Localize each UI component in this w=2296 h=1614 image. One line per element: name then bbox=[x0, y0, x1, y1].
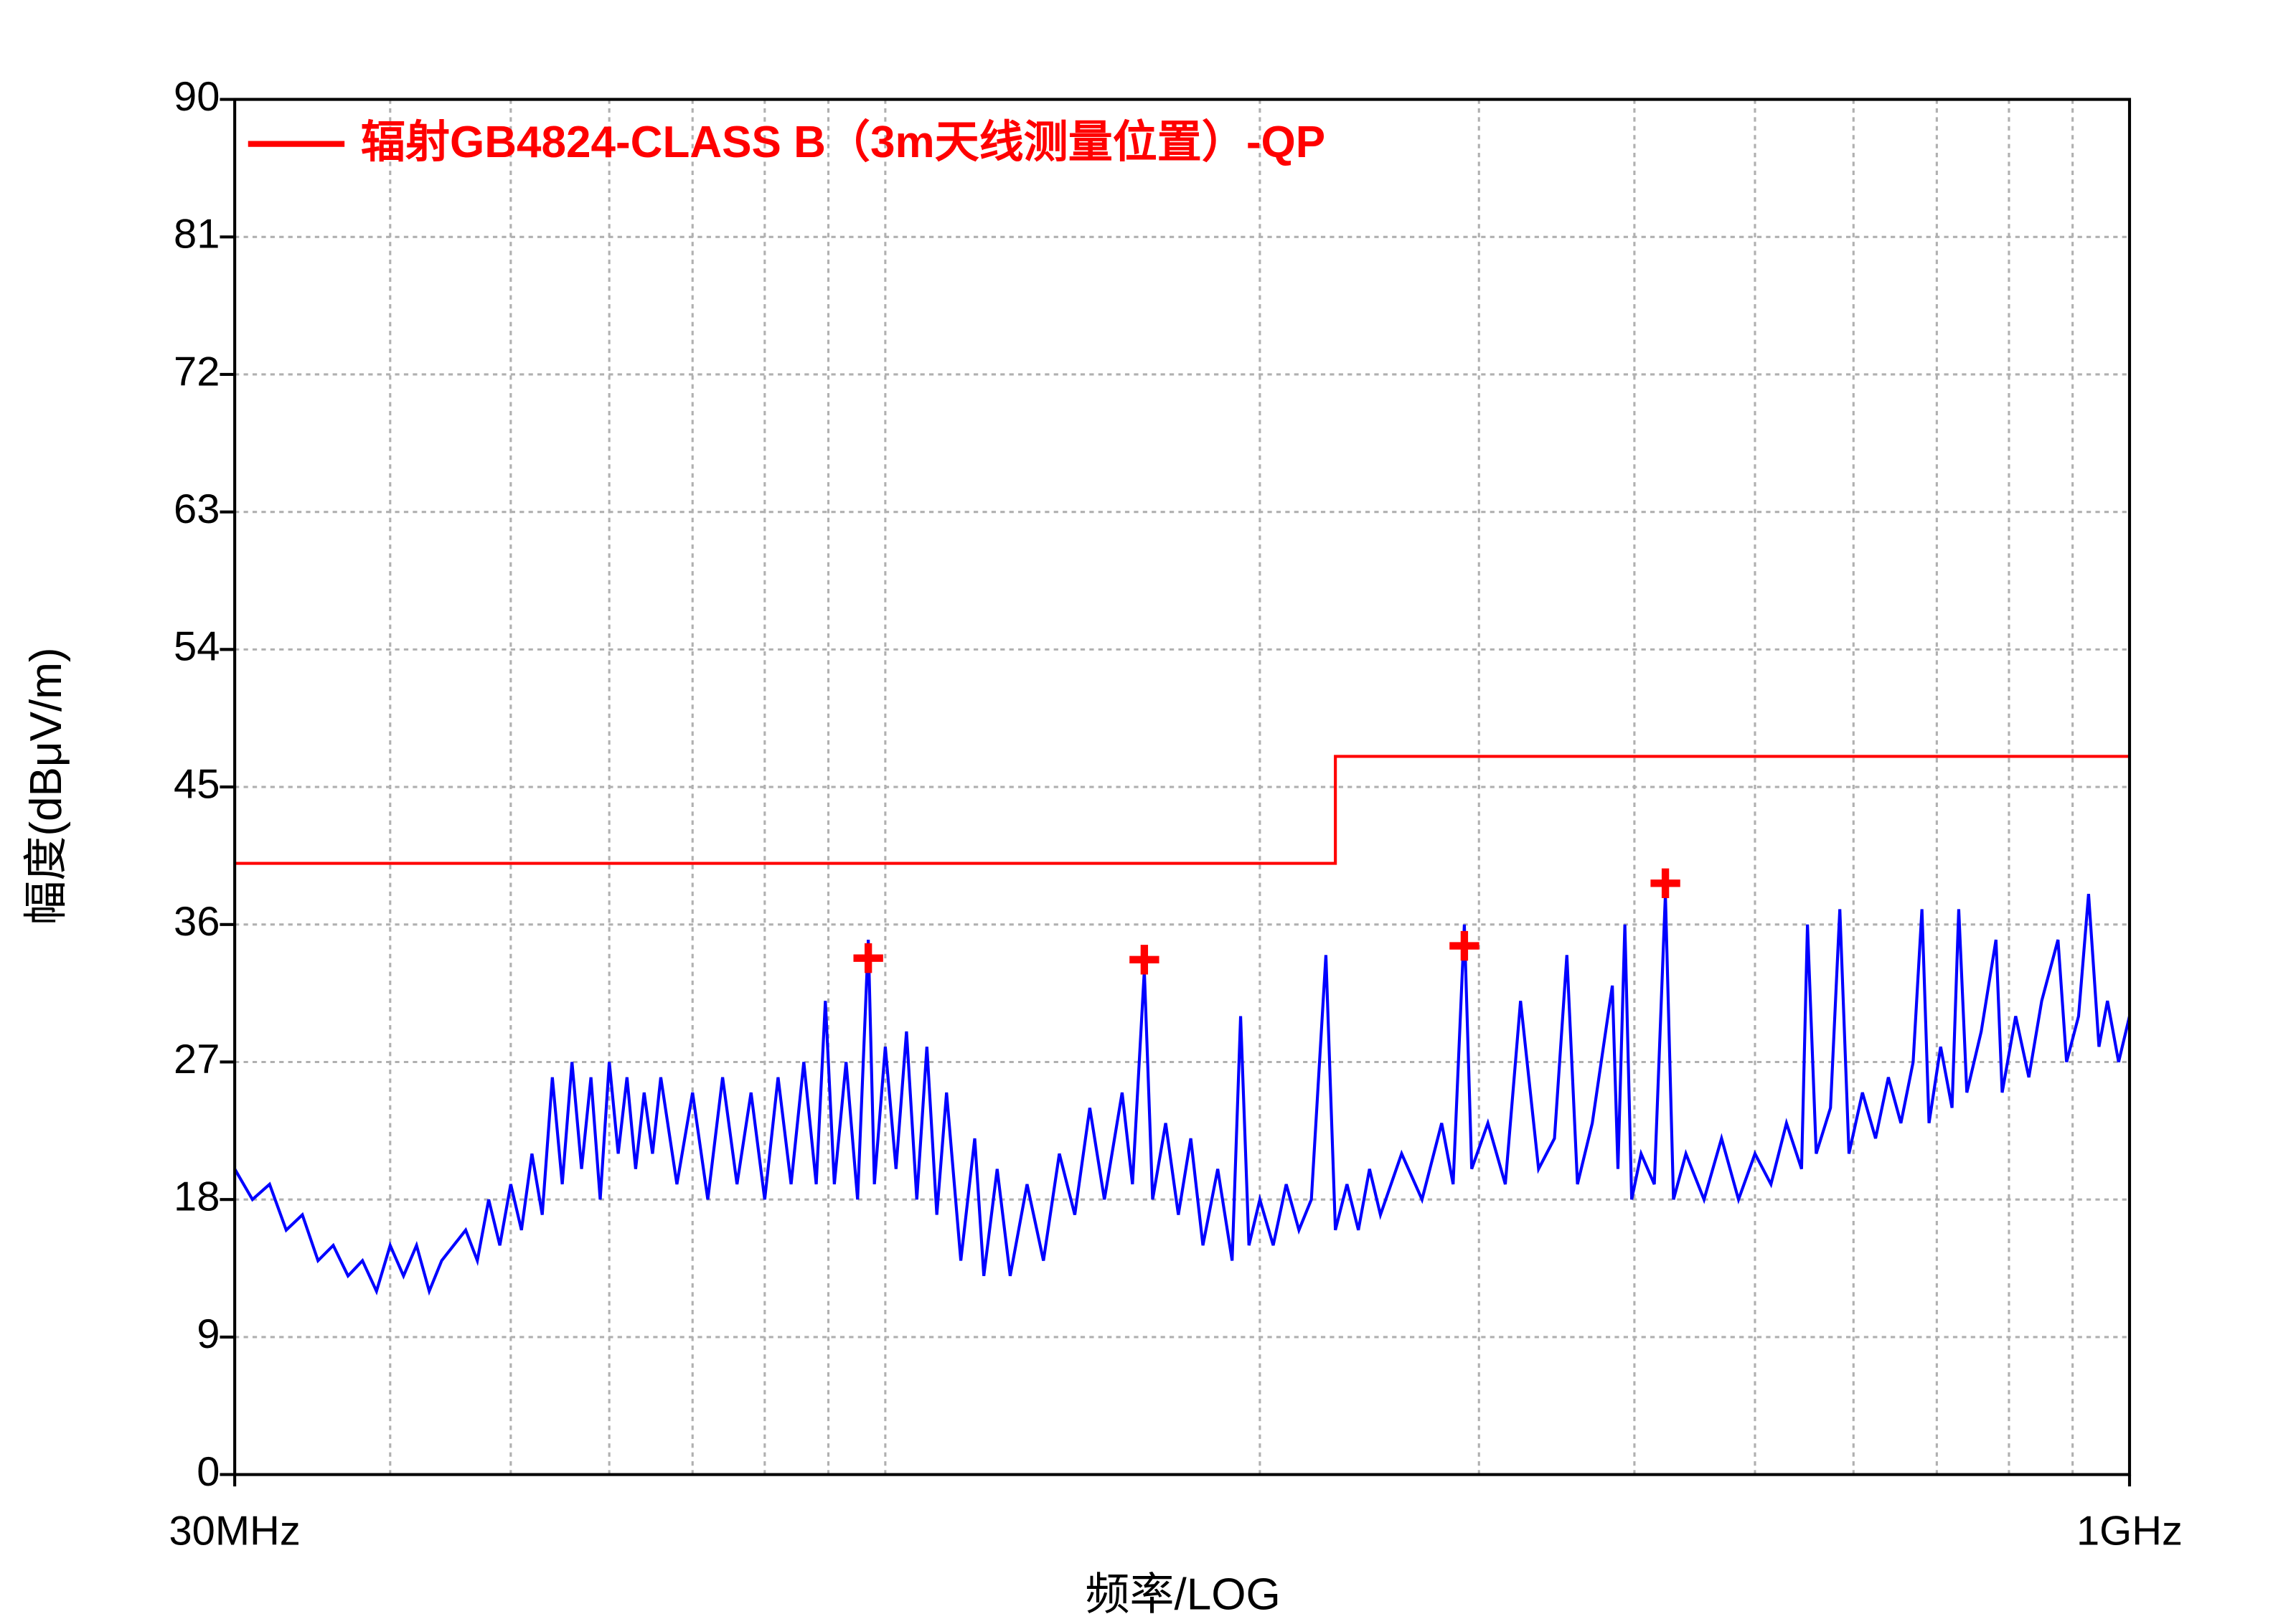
y-tick-label: 36 bbox=[174, 899, 220, 945]
y-tick-label: 45 bbox=[174, 761, 220, 807]
x-axis-label: 频率/LOG bbox=[1085, 1570, 1280, 1614]
y-tick-label: 63 bbox=[174, 486, 220, 532]
y-tick-label: 90 bbox=[174, 74, 220, 120]
line-series bbox=[233, 894, 2132, 1296]
x-tick-label: 1GHz bbox=[2076, 1509, 2183, 1554]
x-tick-label: 30MHz bbox=[169, 1509, 300, 1554]
y-tick-label: 18 bbox=[174, 1174, 220, 1219]
peak-marker bbox=[1129, 945, 1159, 975]
y-tick-label: 27 bbox=[174, 1037, 220, 1082]
peak-marker bbox=[1650, 868, 1680, 898]
line-series bbox=[235, 755, 2130, 865]
y-tick-label: 72 bbox=[174, 349, 220, 395]
y-tick-label: 9 bbox=[197, 1311, 220, 1357]
plot-frame bbox=[233, 98, 2132, 1476]
peak-marker bbox=[1449, 930, 1479, 961]
y-tick-label: 54 bbox=[174, 624, 220, 670]
legend-label: 辐射GB4824-CLASS B（3m天线测量位置）-QP bbox=[361, 117, 1325, 167]
y-tick-label: 0 bbox=[197, 1449, 220, 1495]
y-tick-label: 81 bbox=[174, 212, 220, 258]
peak-marker bbox=[853, 943, 883, 973]
y-axis-label: 幅度(dBμV/m) bbox=[22, 647, 71, 925]
